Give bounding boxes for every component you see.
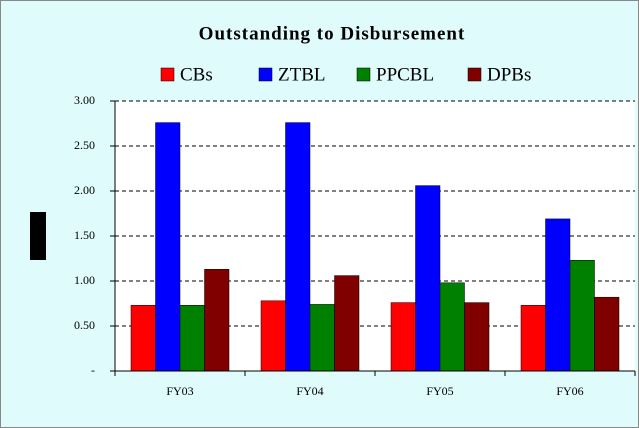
legend-swatch [467,67,482,82]
y-tick-label: 0.50 [74,318,95,332]
bar [179,305,205,372]
legend-label: CBs [180,64,213,85]
bar [130,305,156,372]
legend-swatch [160,67,175,82]
bar [309,304,335,372]
bar [464,302,490,372]
bar [204,269,230,372]
bar [439,282,465,372]
x-tick-label: FY06 [556,384,583,398]
bar [285,122,311,372]
x-tick-label: FY03 [166,384,193,398]
y-tick-label: 3.00 [74,93,95,107]
bar [520,305,546,372]
y-tick-label: 1.50 [74,228,95,242]
y-tick-label: - [91,363,95,377]
y-tick-label: 2.00 [74,183,95,197]
redacted-axis-label [30,212,46,260]
bar [569,260,595,372]
bar [260,300,286,372]
bar [415,185,441,372]
bar [155,122,181,372]
legend-label: PPCBL [376,64,434,85]
bar [390,302,416,372]
bar [594,296,620,372]
y-tick-label: 1.00 [74,273,95,287]
bar [334,275,360,372]
legend-label: ZTBL [278,64,326,85]
legend-swatch [356,67,371,82]
x-tick-label: FY05 [426,384,453,398]
bar [545,218,571,372]
y-tick-label: 2.50 [74,138,95,152]
legend-swatch [258,67,273,82]
chart-title: Outstanding to Disbursement [199,23,466,44]
legend-label: DPBs [487,64,531,85]
x-tick-label: FY04 [296,384,323,398]
